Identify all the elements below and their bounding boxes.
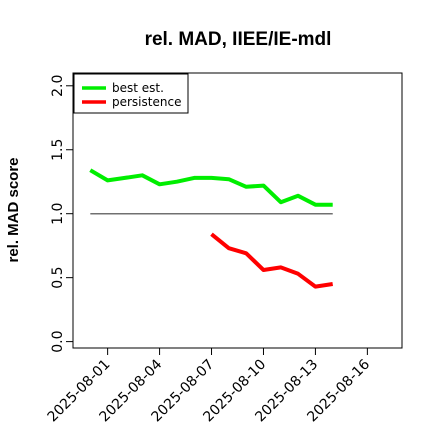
plot-frame	[72, 72, 403, 349]
chart-title: rel. MAD, IIEE/IE-mdl	[145, 29, 332, 50]
series-layer	[89, 168, 333, 289]
y-axis-label: rel. MAD score	[5, 157, 22, 262]
y-tick-label: 1.5	[50, 139, 66, 161]
legend-label-best-est: best est.	[112, 81, 164, 95]
series-line-persistence	[210, 232, 333, 289]
series-line-best-est	[89, 168, 333, 207]
y-axis: 0.0 0.5 1.0 1.5 2.0	[50, 75, 73, 353]
y-tick-label: 0.0	[50, 330, 66, 352]
legend-box	[73, 73, 189, 114]
y-tick-label: 2.0	[50, 75, 66, 97]
legend: best est. persistence	[73, 73, 189, 114]
x-axis: 2025-08-012025-08-042025-08-072025-08-10…	[45, 348, 373, 425]
y-tick-label: 0.5	[50, 267, 66, 289]
legend-label-persistence: persistence	[112, 95, 181, 109]
y-tick-label: 1.0	[50, 203, 66, 225]
